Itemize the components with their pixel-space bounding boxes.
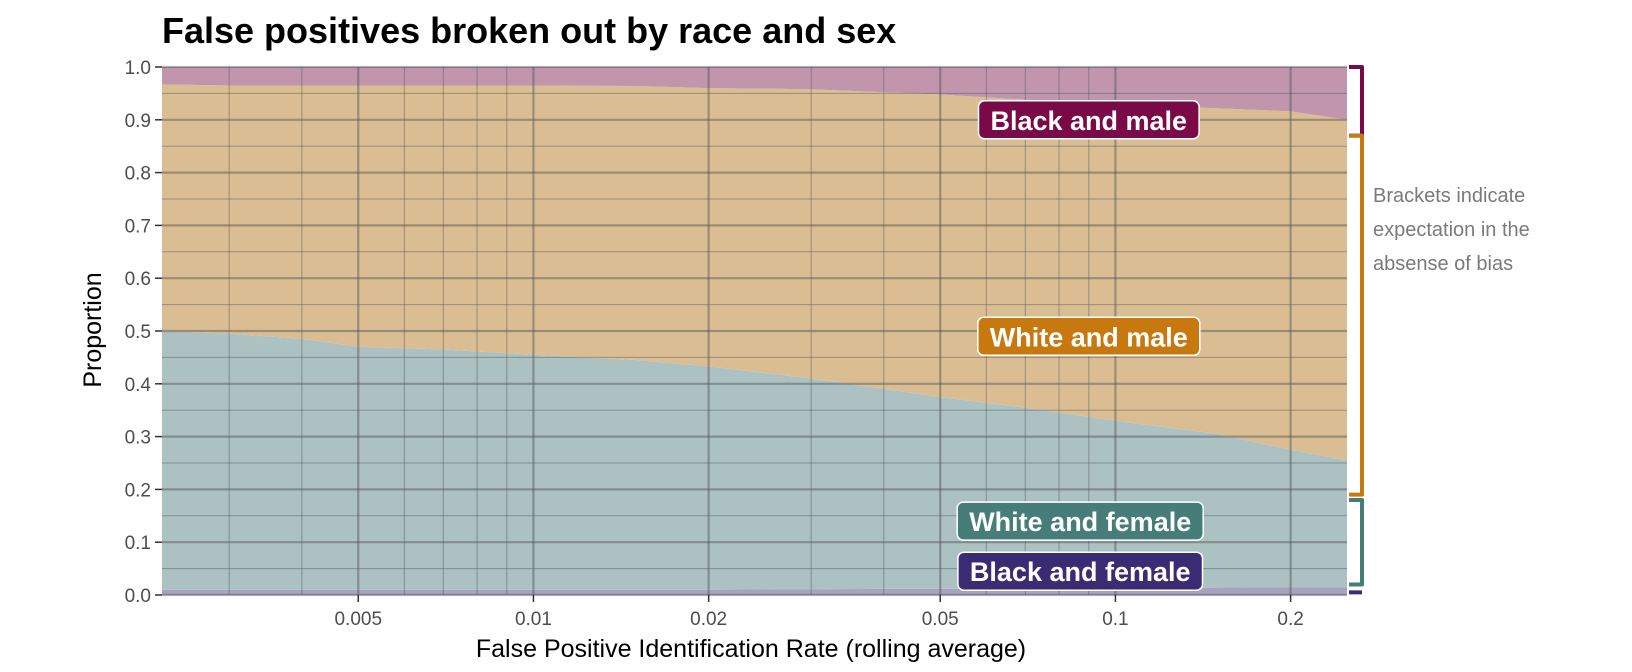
label-box: [977, 100, 1200, 140]
bracket-note-line: expectation in the: [1373, 219, 1530, 241]
x-tick-label: 0.01: [515, 609, 552, 630]
brackets-layer: [1349, 65, 1364, 595]
y-tick-label: 0.5: [125, 322, 151, 343]
y-tick-label: 0.8: [125, 164, 151, 185]
bracket-note: Brackets indicate expectation in the absen…: [1373, 185, 1530, 275]
y-tick-label: 0.9: [125, 111, 151, 132]
label-black-and-female: Black and female: [957, 551, 1204, 591]
area-black-and-male: [162, 67, 1347, 120]
label-text: Black and male: [990, 106, 1187, 136]
gridlines-layer: [162, 65, 1347, 597]
label-box: [977, 316, 1201, 357]
y-axis-title: Proportion: [79, 272, 107, 387]
x-tick-label: 0.05: [922, 609, 959, 630]
label-text: White and female: [969, 507, 1191, 537]
label-box: [957, 551, 1204, 591]
x-tick-label: 0.02: [690, 609, 727, 630]
y-tick-label: 1.0: [125, 58, 151, 79]
bracket-black-and-male: [1349, 65, 1364, 138]
label-text: Black and female: [970, 557, 1191, 587]
label-box: [956, 501, 1204, 541]
label-black-and-male: Black and male: [977, 100, 1200, 140]
area-white-and-male: [162, 84, 1347, 461]
bracket-white-and-female: [1349, 497, 1364, 587]
y-tick-label: 0.0: [125, 586, 151, 607]
chart-title: False positives broken out by race and s…: [162, 10, 896, 51]
label-white-and-female: White and female: [956, 501, 1204, 541]
x-tick-label: 0.2: [1277, 609, 1303, 630]
label-white-and-male: White and male: [977, 316, 1201, 357]
y-tick-label: 0.7: [125, 216, 151, 237]
y-tick-label: 0.3: [125, 428, 151, 449]
y-tick-label: 0.6: [125, 269, 151, 290]
bracket-note-line: Brackets indicate: [1373, 185, 1525, 207]
x-tick-label: 0.1: [1102, 609, 1128, 630]
label-text: White and male: [990, 322, 1188, 352]
x-tick-label: 0.005: [334, 609, 382, 630]
bracket-white-and-male: [1349, 133, 1364, 497]
y-tick-label: 0.4: [125, 375, 152, 396]
series-labels-layer: Black and male White and male White and fe…: [956, 100, 1204, 591]
axes-layer: 0.0 0.1 0.2 0.3 0.4 0.5 0.6 0.7 0.8 0.9 1.0 0.005 0.…: [125, 58, 1304, 630]
bracket-note-line: absense of bias: [1373, 253, 1513, 275]
x-axis-title: False Positive Identification Rate (roll…: [476, 635, 1026, 663]
y-tick-label: 0.1: [125, 533, 151, 554]
y-tick-label: 0.2: [125, 480, 151, 501]
